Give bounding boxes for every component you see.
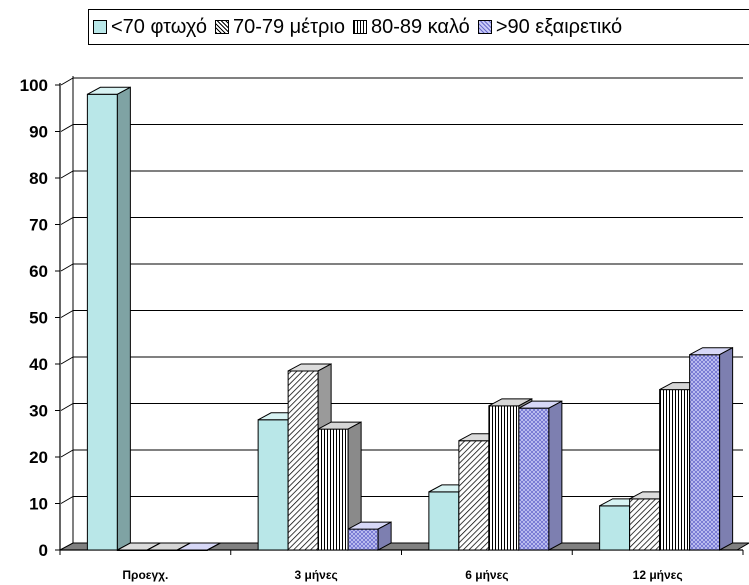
legend-item-good: 80-89 καλό <box>352 15 470 39</box>
gridline-slant <box>60 449 74 458</box>
y-tick-label: 40 <box>29 355 48 374</box>
y-tick-label: 90 <box>29 123 48 142</box>
y-tick-label: 10 <box>29 495 48 514</box>
legend-swatch-excellent <box>477 20 492 34</box>
y-tick-label: 80 <box>29 169 48 188</box>
bar-front <box>629 498 661 551</box>
gridline-slant <box>60 124 74 132</box>
legend-label-fair: 70-79 μέτριο <box>232 15 345 38</box>
bar-side <box>719 346 734 551</box>
bar-front <box>347 528 379 551</box>
bar-front <box>599 505 631 551</box>
y-tick-label: 50 <box>29 309 48 328</box>
bar <box>689 346 734 551</box>
bar <box>347 521 392 551</box>
gridline-slant <box>60 496 74 504</box>
y-tick-label: 100 <box>20 76 48 95</box>
gridline-slant <box>60 77 74 86</box>
bar-front <box>428 491 460 551</box>
bar-front <box>257 419 289 551</box>
chart-legend: <70 φτωχό 70-79 μέτριο 80-89 καλό >90 εξ… <box>88 9 749 45</box>
gridline-slant <box>60 170 74 179</box>
bar-front <box>458 440 490 551</box>
bar <box>518 400 563 551</box>
x-tick-label: 6 μήνες <box>465 568 508 582</box>
gridlines <box>60 77 743 551</box>
x-tick-label: Προεγχ. <box>122 568 168 582</box>
bar-front <box>86 93 118 551</box>
legend-item-poor: <70 φτωχό <box>93 16 207 39</box>
bar-front <box>659 389 691 551</box>
gridline-slant <box>60 403 74 411</box>
bar-side <box>377 521 392 551</box>
axes <box>55 76 744 555</box>
gridline-slant <box>60 263 74 272</box>
y-tick-label: 0 <box>39 541 48 560</box>
y-tick-label: 30 <box>29 402 48 421</box>
bar-side <box>116 86 131 551</box>
bar <box>176 542 221 551</box>
x-tick-label: 12 μήνες <box>633 568 683 582</box>
legend-label-poor: <70 φτωχό <box>111 15 207 38</box>
legend-label-good: 80-89 καλό <box>370 15 470 38</box>
x-tick-label: 3 μήνες <box>294 568 337 582</box>
bar-side <box>207 542 221 551</box>
legend-label-excellent: >90 εξαιρετικό <box>495 15 623 38</box>
legend-item-fair: 70-79 μέτριο <box>214 15 345 39</box>
bars <box>86 86 734 551</box>
legend-swatch-fair <box>214 20 229 34</box>
bar-front <box>317 428 349 551</box>
bar-side <box>548 400 563 551</box>
bar <box>86 86 131 551</box>
legend-swatch-poor <box>93 20 107 34</box>
legend-swatch-good <box>352 20 367 34</box>
bar-front <box>488 405 520 551</box>
y-tick-label: 60 <box>29 262 48 281</box>
bar-front <box>689 354 721 551</box>
bar <box>317 421 362 551</box>
bar-front <box>518 407 550 551</box>
gridline-slant <box>60 356 74 365</box>
y-tick-label: 20 <box>29 448 48 467</box>
y-tick-label: 70 <box>29 216 48 235</box>
bar-front <box>287 370 319 551</box>
tick-labels: 0 10 20 30 40 50 60 70 80 90 100 Προεγχ. 3 μήνες 6 μή… <box>20 76 683 582</box>
legend-item-excellent: >90 εξαιρετικό <box>477 15 623 39</box>
gridline-slant <box>60 310 74 318</box>
gridline-slant <box>60 217 74 225</box>
